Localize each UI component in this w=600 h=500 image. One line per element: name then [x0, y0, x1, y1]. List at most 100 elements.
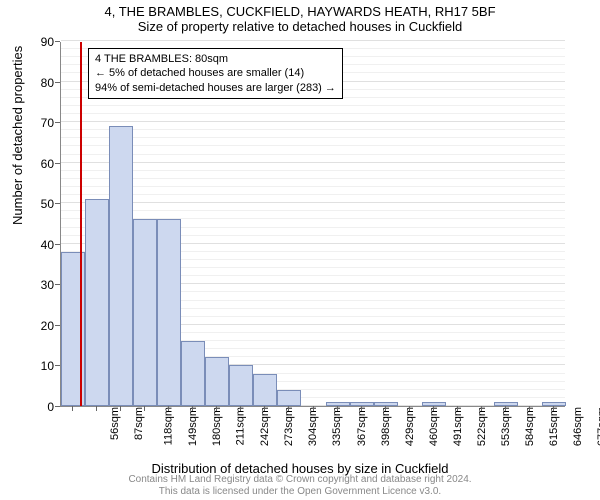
y-tick-mark [55, 41, 60, 42]
y-tick-mark [55, 325, 60, 326]
x-tick-label: 584sqm [524, 407, 536, 446]
x-tick-mark [313, 406, 314, 411]
histogram-bar [229, 365, 253, 406]
minor-gridline [61, 137, 565, 138]
minor-gridline [61, 113, 565, 114]
minor-gridline [61, 210, 565, 211]
x-tick-mark [288, 406, 289, 411]
x-tick-mark [385, 406, 386, 411]
histogram-bar [157, 219, 181, 406]
title-line-1: 4, THE BRAMBLES, CUCKFIELD, HAYWARDS HEA… [0, 4, 600, 19]
x-tick-label: 118sqm [162, 407, 174, 445]
x-axis: 56sqm 87sqm 118sqm 149sqm 180sqm 211sqm 242sqm… [60, 407, 565, 465]
minor-gridline [61, 129, 565, 130]
plot-area: 0102030405060708090 56sqm87sqm118sqm149s… [60, 42, 565, 407]
x-tick-mark [264, 406, 265, 411]
major-gridline [61, 162, 565, 163]
y-tick-label: 50 [41, 197, 54, 211]
annotation-line-2: ← 5% of detached houses are smaller (14) [95, 66, 336, 80]
y-tick-label: 20 [41, 319, 54, 333]
y-tick-mark [55, 244, 60, 245]
annotation-line-1: 4 THE BRAMBLES: 80sqm [95, 52, 336, 66]
histogram-bar [109, 126, 133, 406]
y-tick-mark [55, 82, 60, 83]
y-tick-mark [55, 122, 60, 123]
x-tick-mark [409, 406, 410, 411]
chart-title: 4, THE BRAMBLES, CUCKFIELD, HAYWARDS HEA… [0, 0, 600, 34]
x-tick-label: 149sqm [187, 407, 199, 446]
y-tick-label: 10 [41, 359, 54, 373]
x-tick-label: 460sqm [428, 407, 440, 446]
x-tick-label: 367sqm [356, 407, 368, 446]
y-tick-label: 80 [41, 76, 54, 90]
x-tick-mark [361, 406, 362, 411]
histogram-bar [277, 390, 301, 406]
histogram-bar [181, 341, 205, 406]
x-tick-label: 646sqm [572, 407, 584, 446]
x-tick-label: 553sqm [500, 407, 512, 446]
major-gridline [61, 202, 565, 203]
y-axis: 0102030405060708090 [30, 42, 60, 407]
x-tick-mark [505, 406, 506, 411]
histogram-bar [253, 374, 277, 406]
x-tick-mark [168, 406, 169, 411]
footer-attribution: Contains HM Land Registry data © Crown c… [0, 474, 600, 498]
x-tick-label: 491sqm [452, 407, 464, 446]
footer-line-2: This data is licensed under the Open Gov… [0, 486, 600, 498]
minor-gridline [61, 145, 565, 146]
minor-gridline [61, 105, 565, 106]
x-tick-label: 273sqm [283, 407, 295, 446]
minor-gridline [61, 154, 565, 155]
y-axis-label: Number of detached properties [10, 46, 25, 225]
major-gridline [61, 40, 565, 41]
x-tick-label: 180sqm [211, 407, 223, 446]
y-tick-mark [55, 163, 60, 164]
x-tick-label: 335sqm [332, 407, 344, 446]
x-tick-mark [144, 406, 145, 411]
footer-line-1: Contains HM Land Registry data © Crown c… [0, 474, 600, 486]
x-tick-label: 429sqm [404, 407, 416, 446]
x-tick-mark [120, 406, 121, 411]
x-tick-mark [433, 406, 434, 411]
y-tick-label: 30 [41, 278, 54, 292]
minor-gridline [61, 194, 565, 195]
minor-gridline [61, 186, 565, 187]
y-tick-mark [55, 284, 60, 285]
x-tick-label: 242sqm [259, 407, 271, 446]
x-tick-label: 615sqm [548, 407, 560, 446]
y-tick-label: 60 [41, 157, 54, 171]
y-tick-mark [55, 365, 60, 366]
x-tick-label: 304sqm [308, 407, 320, 446]
x-tick-mark [553, 406, 554, 411]
annotation-box: 4 THE BRAMBLES: 80sqm ← 5% of detached h… [88, 48, 343, 99]
x-tick-mark [72, 406, 73, 411]
x-tick-mark [240, 406, 241, 411]
x-tick-label: 211sqm [235, 407, 247, 445]
x-tick-label: 56sqm [109, 407, 121, 440]
minor-gridline [61, 178, 565, 179]
x-tick-label: 677sqm [596, 407, 600, 446]
title-line-2: Size of property relative to detached ho… [0, 19, 600, 34]
marker-line [80, 42, 82, 406]
annotation-line-3: 94% of semi-detached houses are larger (… [95, 81, 336, 95]
x-tick-mark [192, 406, 193, 411]
y-tick-label: 40 [41, 238, 54, 252]
x-tick-mark [216, 406, 217, 411]
x-tick-mark [481, 406, 482, 411]
major-gridline [61, 121, 565, 122]
y-tick-label: 70 [41, 116, 54, 130]
y-tick-label: 0 [47, 400, 54, 414]
x-tick-mark [96, 406, 97, 411]
x-tick-label: 398sqm [380, 407, 392, 446]
x-tick-label: 87sqm [133, 407, 145, 440]
histogram-bar [85, 199, 109, 406]
y-tick-label: 90 [41, 35, 54, 49]
x-tick-mark [457, 406, 458, 411]
x-tick-mark [337, 406, 338, 411]
x-tick-mark [529, 406, 530, 411]
minor-gridline [61, 170, 565, 171]
x-tick-label: 522sqm [476, 407, 488, 446]
histogram-bar [205, 357, 229, 406]
y-tick-mark [55, 203, 60, 204]
histogram-bar [133, 219, 157, 406]
